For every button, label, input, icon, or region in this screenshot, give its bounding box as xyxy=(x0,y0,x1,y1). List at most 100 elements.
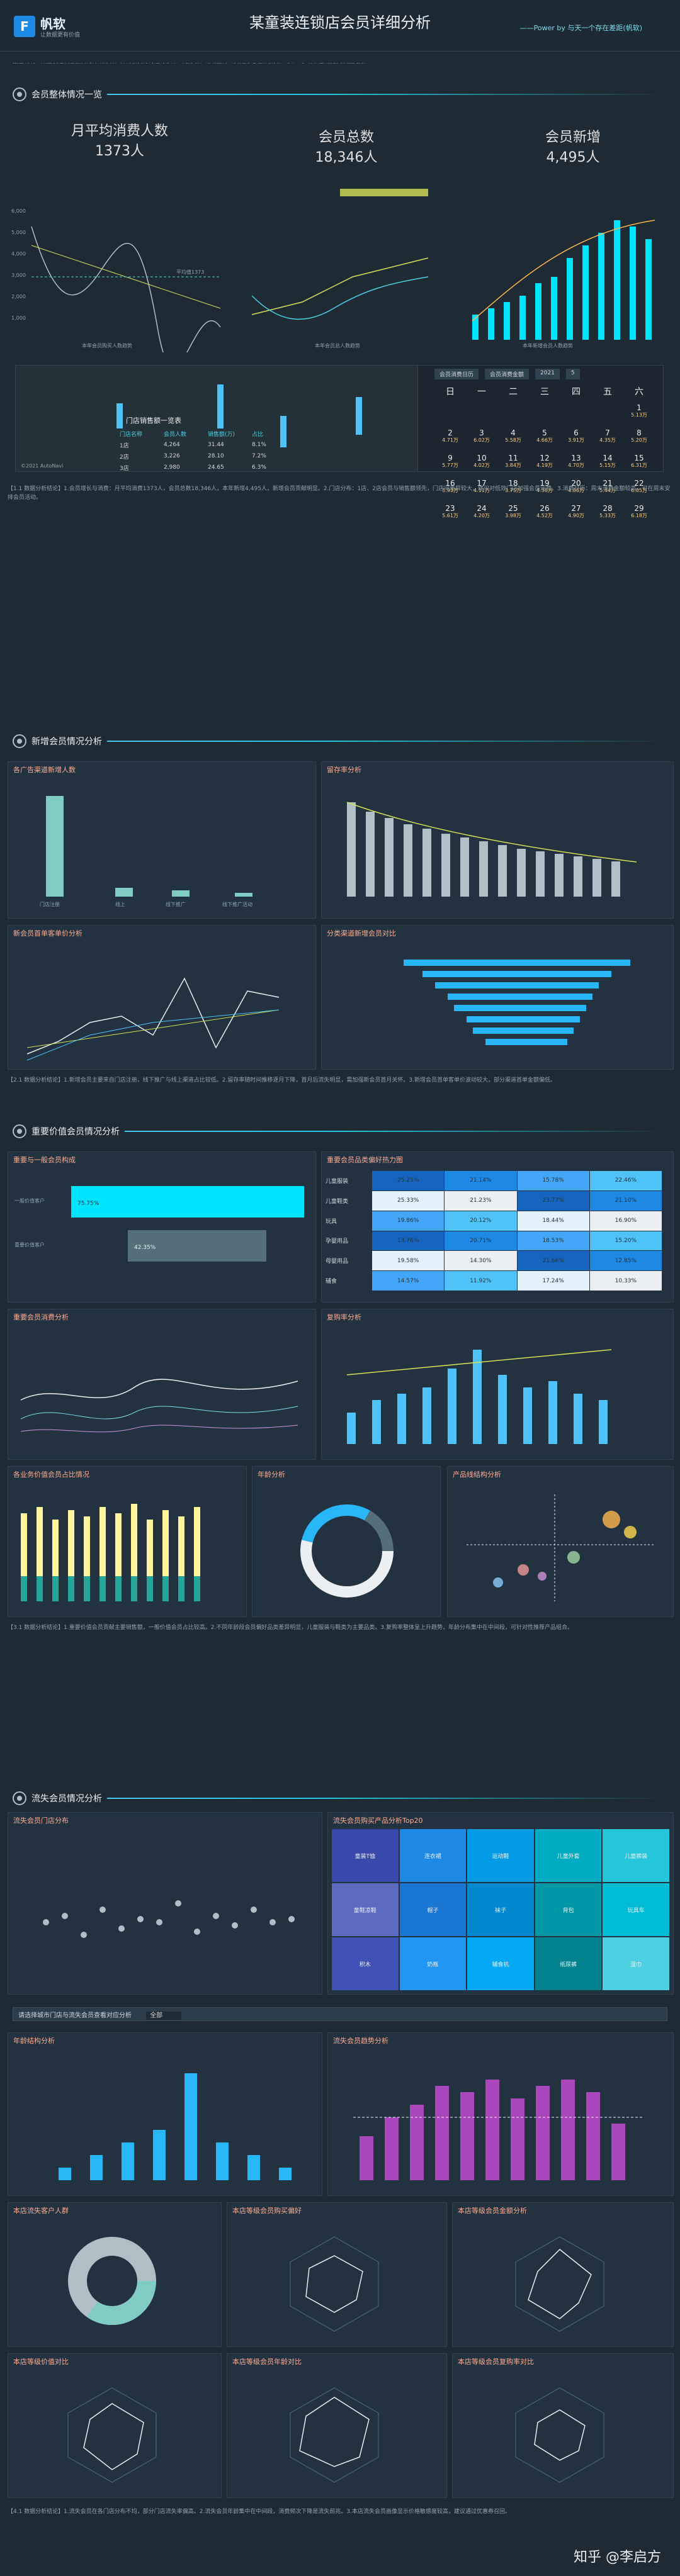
calendar-day[interactable]: 2 4.71万 xyxy=(434,429,466,444)
treemap-tile[interactable]: 儿童外套 xyxy=(535,1829,602,1882)
heatmap-cell[interactable]: 11.92% xyxy=(445,1271,517,1291)
heatmap-cell[interactable]: 21.23% xyxy=(445,1190,517,1211)
calendar-day[interactable]: 25 3.98万 xyxy=(497,505,529,520)
calendar-grid: 1 5.13万 2 4.71万 3 6.02万 4 5.58万 5 4.66万 6 3.91万 7 4.3… xyxy=(434,404,655,520)
calendar-day[interactable]: 14 5.15万 xyxy=(592,454,623,469)
heatmap-cell[interactable]: 15.78% xyxy=(517,1171,589,1190)
calendar-day[interactable]: 16 5.93万 xyxy=(434,479,466,495)
calendar-day[interactable]: 5 4.66万 xyxy=(529,429,560,444)
heatmap-cell[interactable]: 21.14% xyxy=(445,1171,517,1190)
calendar-day[interactable]: 9 5.77万 xyxy=(434,454,466,469)
panel-title: 本店流失客户人群 xyxy=(13,2207,69,2215)
scatter-point xyxy=(99,1907,106,1913)
calendar-day[interactable]: 21 5.44万 xyxy=(592,479,623,495)
calendar-day[interactable]: 4 5.58万 xyxy=(497,429,529,444)
calendar-day[interactable]: 23 5.61万 xyxy=(434,505,466,520)
map-marker[interactable] xyxy=(280,416,286,447)
day-number: 7 xyxy=(605,428,610,437)
heatmap-cell[interactable]: 10.33% xyxy=(589,1271,662,1291)
calendar-day[interactable]: 26 4.52万 xyxy=(529,505,560,520)
heatmap-cell[interactable]: 16.90% xyxy=(589,1211,662,1231)
calendar-day[interactable]: 20 4.86万 xyxy=(560,479,592,495)
heatmap-cell[interactable]: 19.86% xyxy=(372,1211,445,1231)
month-select[interactable]: 5 xyxy=(565,369,580,379)
calendar-day[interactable]: 27 4.90万 xyxy=(560,505,592,520)
calendar-day[interactable]: 8 5.20万 xyxy=(623,429,655,444)
heatmap-cell[interactable]: 17.24% xyxy=(517,1271,589,1291)
heatmap-cell[interactable]: 13.76% xyxy=(372,1231,445,1251)
calendar-day[interactable]: 19 4.38万 xyxy=(529,479,560,495)
calendar-day[interactable]: 3 6.02万 xyxy=(466,429,497,444)
treemap-tile[interactable]: 袜子 xyxy=(467,1883,534,1936)
treemap-tile[interactable]: 帽子 xyxy=(399,1883,467,1936)
calendar-day[interactable]: 29 6.18万 xyxy=(623,505,655,520)
treemap-tile[interactable]: 纸尿裤 xyxy=(535,1937,602,1990)
calendar-day[interactable]: 17 4.11万 xyxy=(466,479,497,495)
heatmap-cell[interactable]: 25.33% xyxy=(372,1190,445,1211)
bar xyxy=(561,2080,575,2180)
treemap-tile[interactable]: 湿巾 xyxy=(603,1937,669,1990)
heatmap-cell[interactable]: 12.85% xyxy=(589,1251,662,1271)
calendar-day[interactable]: 28 5.33万 xyxy=(592,505,623,520)
heatmap-cell[interactable]: 18.53% xyxy=(517,1231,589,1251)
map-view[interactable]: ©2021 AutoNavi xyxy=(15,365,418,472)
calendar-day[interactable]: 15 6.31万 xyxy=(623,454,655,469)
calendar-day[interactable]: 11 3.84万 xyxy=(497,454,529,469)
calendar-day[interactable]: 12 4.19万 xyxy=(529,454,560,469)
table-row[interactable]: 3店 2,980 24.65 6.3% xyxy=(120,464,266,472)
day-number: 18 xyxy=(508,479,518,488)
day-number: 15 xyxy=(634,454,644,462)
treemap-tile[interactable]: 背包 xyxy=(535,1883,602,1936)
day-number: 29 xyxy=(634,504,644,513)
treemap-tile[interactable]: 童装T恤 xyxy=(332,1829,399,1882)
heatmap-cell[interactable]: 18.44% xyxy=(517,1211,589,1231)
calendar-day[interactable]: 22 6.05万 xyxy=(623,479,655,495)
bar xyxy=(504,302,510,340)
heatmap-cell[interactable]: 23.77% xyxy=(517,1190,589,1211)
scatter-point xyxy=(118,1925,125,1932)
calendar-day[interactable]: 24 4.20万 xyxy=(466,505,497,520)
map-marker[interactable] xyxy=(356,397,362,435)
heatmap-cell[interactable]: 22.46% xyxy=(589,1171,662,1190)
chart-caption: 本年会员总人数趋势 xyxy=(315,342,360,349)
radar-grid xyxy=(290,2236,379,2332)
heatmap-cell[interactable]: 21.66% xyxy=(517,1251,589,1271)
treemap-tile[interactable]: 运动鞋 xyxy=(467,1829,534,1882)
heatmap-cell[interactable]: 25.25% xyxy=(372,1171,445,1190)
tab-amount[interactable]: 会员消费金额 xyxy=(485,369,530,379)
heatmap-cell[interactable]: 14.57% xyxy=(372,1271,445,1291)
calendar-day[interactable]: 10 4.02万 xyxy=(466,454,497,469)
heatmap-cell[interactable]: 20.12% xyxy=(445,1211,517,1231)
tab-calendar[interactable]: 会员消费日历 xyxy=(434,369,479,379)
day-amount: 5.20万 xyxy=(631,437,647,443)
calendar-day[interactable]: 1 5.13万 xyxy=(623,404,655,419)
calendar-day[interactable]: 13 4.70万 xyxy=(560,454,592,469)
bar xyxy=(385,2117,399,2180)
bar xyxy=(574,1394,582,1444)
kpi-label: 会员新增 xyxy=(545,130,601,145)
heatmap-cell[interactable]: 20.71% xyxy=(445,1231,517,1251)
heatmap-cell[interactable]: 21.10% xyxy=(589,1190,662,1211)
calendar-day[interactable]: 7 4.35万 xyxy=(592,429,623,444)
table-row[interactable]: 2店 3,226 28.10 7.2% xyxy=(120,453,266,461)
heatmap-cell[interactable]: 19.58% xyxy=(372,1251,445,1271)
treemap-tile[interactable]: 积木 xyxy=(332,1937,399,1990)
treemap-tile[interactable]: 奶瓶 xyxy=(399,1937,467,1990)
bar xyxy=(115,888,133,897)
treemap-tile[interactable]: 玩具车 xyxy=(603,1883,669,1936)
treemap-tile[interactable]: 童鞋凉鞋 xyxy=(332,1883,399,1936)
day-amount: 4.66万 xyxy=(536,437,553,443)
year-select[interactable]: 2021 xyxy=(535,369,560,379)
heatmap-cell[interactable]: 14.30% xyxy=(445,1251,517,1271)
filter-select[interactable]: 全部 xyxy=(146,2012,182,2020)
calendar-day[interactable]: 18 3.75万 xyxy=(497,479,529,495)
table-row[interactable]: 1店 4,264 31.44 8.1% xyxy=(120,442,266,449)
treemap-tile[interactable]: 辅食机 xyxy=(467,1937,534,1990)
map-marker[interactable] xyxy=(217,384,224,428)
day-number: 26 xyxy=(540,504,550,513)
map-marker[interactable] xyxy=(116,403,123,428)
treemap-tile[interactable]: 儿童裤装 xyxy=(603,1829,669,1882)
treemap-tile[interactable]: 连衣裙 xyxy=(399,1829,467,1882)
calendar-day[interactable]: 6 3.91万 xyxy=(560,429,592,444)
heatmap-cell[interactable]: 15.20% xyxy=(589,1231,662,1251)
